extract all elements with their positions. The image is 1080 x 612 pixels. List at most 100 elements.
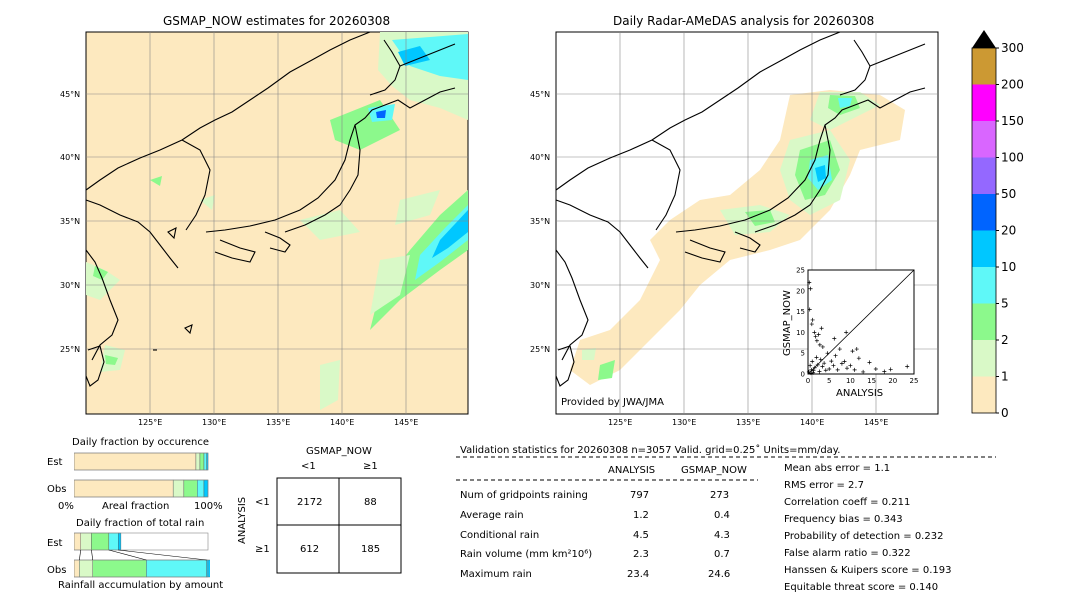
fraction-segment [183, 479, 198, 498]
scatter-point [835, 367, 840, 372]
scatter-point [812, 365, 817, 370]
left-gridlines [86, 32, 468, 414]
scatter-point [888, 367, 893, 372]
stat-gsmap-gridpoints: 273 [710, 490, 730, 501]
colorbar-block [972, 84, 996, 121]
right-lat-40: 40°N [530, 153, 551, 162]
left-lat-35: 35°N [60, 217, 81, 226]
occurrence-bars [74, 452, 209, 498]
fraction-segment [199, 452, 205, 471]
score-correlation: Correlation coeff = 0.211 [784, 497, 911, 508]
scatter-point [811, 370, 816, 375]
scatter-point [867, 360, 872, 365]
radar-credit: Provided by JWA/JMA [561, 397, 664, 408]
scatter-xlabel: ANALYSIS [836, 388, 884, 399]
scatter-point [822, 361, 827, 366]
scatter-diagonal [807, 269, 915, 375]
score-ets: Equitable threat score = 0.140 [784, 582, 939, 593]
left-lon-140: 140°E [330, 418, 355, 427]
scatter-point [807, 307, 812, 312]
fraction-bar-outline [74, 452, 209, 471]
occurrence-row-est: Est [47, 457, 63, 468]
scatter-point [839, 361, 844, 366]
left-lat-40: 40°N [60, 153, 81, 162]
scatter-point [816, 332, 821, 337]
rain-obs-bar [74, 559, 210, 578]
score-pod: Probability of detection = 0.232 [784, 531, 944, 542]
left-lat-25: 25°N [60, 345, 81, 354]
scatter-point [806, 369, 811, 374]
scatter-point [873, 367, 878, 372]
rain-bars [74, 532, 210, 578]
fraction-segment [118, 532, 122, 551]
stat-label-gridpoints: Num of gridpoints raining [460, 490, 588, 501]
stat-gsmap-conditional: 4.3 [714, 530, 730, 541]
scatter-point [809, 322, 814, 327]
scatter-point [819, 326, 824, 331]
rain-footer: Rainfall accumulation by amount [58, 580, 224, 591]
left-lat-45: 45°N [60, 90, 81, 99]
left-coastline [85, 31, 456, 387]
right-lat-30: 30°N [530, 281, 551, 290]
occurrence-axis-left: 0% [58, 501, 74, 512]
scatter-point [813, 334, 818, 339]
scatter-point [848, 363, 853, 368]
fraction-bar-outline [74, 479, 209, 498]
scatter-ylabel: GSMAP_NOW [782, 290, 793, 356]
left-map-title: GSMAP_NOW estimates for 20260308 [163, 14, 391, 28]
fraction-segment [79, 559, 93, 578]
colorbar-tick-label: 10 [1001, 260, 1016, 274]
colorbar-block [972, 303, 996, 340]
fraction-bar-outline [74, 559, 209, 578]
scatter-point [842, 359, 847, 364]
validation-header: Validation statistics for 20260308 n=305… [460, 445, 841, 456]
colorbar-tick-label: 200 [1001, 78, 1024, 92]
colorbar-block [972, 157, 996, 194]
fraction-segment [197, 479, 205, 498]
colorbar-tick-label: 5 [1001, 297, 1009, 311]
colorbar-block [972, 194, 996, 231]
colorbar-blocks [971, 47, 997, 414]
colorbar-labels: 0 1 2 5 10 20 50 100 150 200 300 [996, 41, 1024, 420]
fraction-segment [203, 452, 207, 471]
scatter-point [817, 369, 822, 374]
scatter-point [807, 280, 812, 285]
colorbar-tick-label: 100 [1001, 151, 1024, 165]
stat-analysis-gridpoints: 797 [630, 490, 650, 501]
scatter-point [814, 338, 819, 343]
right-map-title: Daily Radar-AMeDAS analysis for 20260308 [613, 14, 875, 28]
contingency-grid [276, 477, 402, 574]
left-lon-135: 135°E [266, 418, 291, 427]
scatter-point [820, 344, 825, 349]
fraction-segment [74, 532, 81, 551]
scatter-point [832, 336, 837, 341]
contingency-col-ge1: ≥1 [363, 461, 378, 472]
stat-analysis-maximum: 23.4 [627, 569, 650, 580]
scatter-xtick: 15 [867, 377, 876, 385]
colorbar-block [972, 376, 996, 413]
scatter-point [811, 368, 816, 373]
fraction-bar-outline [74, 532, 209, 551]
validation-col-analysis: ANALYSIS [608, 465, 656, 476]
contingency-row-ge1: ≥1 [255, 544, 270, 555]
fraction-segment [74, 559, 80, 578]
colorbar: 0 1 2 5 10 20 50 100 150 200 300 [971, 30, 1024, 420]
scatter-xtick: 20 [888, 377, 897, 385]
scatter-point [854, 347, 859, 352]
fraction-segment [108, 532, 119, 551]
score-far: False alarm ratio = 0.322 [784, 548, 911, 559]
score-hk: Hanssen & Kuipers score = 0.193 [784, 565, 952, 576]
stat-gsmap-average: 0.4 [714, 510, 730, 521]
rain-est-bar [74, 532, 209, 551]
stat-gsmap-maximum: 24.6 [708, 569, 731, 580]
stat-analysis-conditional: 4.5 [633, 530, 649, 541]
fraction-segment [172, 479, 185, 498]
fraction-segment [203, 479, 209, 498]
contingency-cell-01: 88 [364, 497, 377, 508]
score-mae: Mean abs error = 1.1 [784, 463, 891, 474]
left-precip [86, 32, 468, 410]
colorbar-block [972, 230, 996, 267]
left-lon-125: 125°E [138, 418, 163, 427]
scatter-point [818, 357, 823, 362]
scatter-point [829, 359, 834, 364]
